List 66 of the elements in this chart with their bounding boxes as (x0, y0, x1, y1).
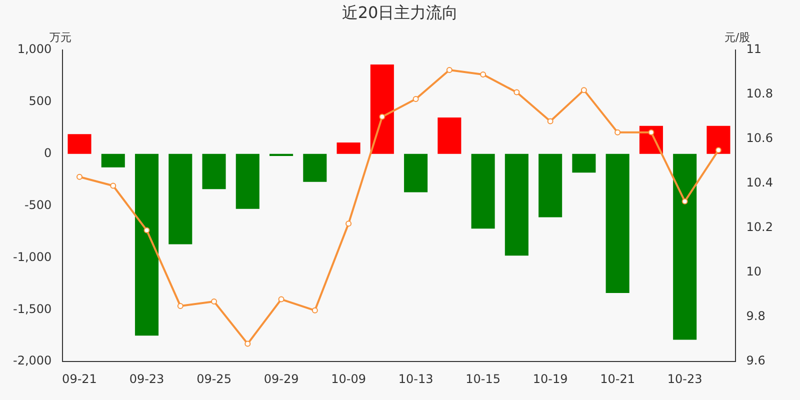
point (648, 129, 654, 136)
point (278, 296, 284, 302)
y-tick-label: 1,000 (17, 42, 52, 56)
point (244, 340, 251, 347)
bar (370, 64, 394, 154)
x-tick-label: 09-29 (264, 372, 299, 386)
point (144, 227, 150, 234)
y-tick-label: -2,000 (12, 354, 52, 368)
y2-tick-label: 10.8 (746, 86, 773, 101)
bar (303, 154, 327, 182)
bar (202, 154, 226, 190)
point (346, 220, 352, 227)
bar (236, 154, 260, 209)
bar (336, 142, 360, 154)
x-tick-label: 10-21 (600, 372, 636, 386)
bar (504, 154, 528, 256)
x-tick-label: 10-19 (532, 372, 568, 386)
bar (706, 126, 730, 154)
point (682, 198, 688, 204)
point (514, 89, 520, 96)
point (412, 96, 419, 102)
point (480, 71, 486, 78)
bar (606, 154, 630, 294)
bar (673, 154, 697, 340)
bar (471, 154, 495, 229)
y-tick-label: 0 (44, 146, 52, 160)
x-tick-label: 09-25 (196, 372, 232, 386)
point (715, 147, 722, 154)
y-tick-label: 500 (28, 94, 52, 108)
x-tick-label: 10-15 (466, 372, 500, 386)
y-tick-label: -500 (24, 198, 52, 212)
point (379, 114, 386, 120)
y2-tick-label: 10 (746, 264, 762, 279)
x-tick-label: 10-09 (331, 372, 366, 386)
point (211, 298, 218, 305)
y2-tick-label: 10.6 (746, 131, 773, 146)
bar (404, 154, 428, 192)
y2-axis-title: 元/股 (724, 30, 750, 44)
y-tick-label: -1,000 (12, 250, 52, 264)
bar (168, 154, 192, 244)
point (547, 118, 554, 124)
x-tick-label: 09-23 (129, 372, 164, 386)
point (580, 87, 587, 94)
point (76, 174, 82, 180)
point (446, 67, 452, 74)
y-axis-title: 万元 (50, 30, 72, 44)
y2-tick-label: 10.2 (746, 220, 773, 234)
x-tick-label: 10-23 (667, 372, 702, 386)
y2-tick-label: 11 (746, 42, 762, 56)
bar (68, 134, 92, 154)
x-tick-label: 09-21 (62, 372, 97, 386)
bar (134, 154, 159, 336)
point (312, 307, 318, 314)
bar (572, 154, 596, 173)
y2-tick-label: 10.4 (746, 176, 773, 190)
x-tick-label: 10-13 (398, 372, 434, 386)
bar (538, 154, 562, 218)
y2-tick-label: 9.8 (746, 309, 766, 324)
point (110, 182, 116, 189)
point (177, 302, 184, 309)
bar (101, 154, 125, 168)
point (614, 129, 621, 136)
y-tick-label: -1,500 (12, 302, 52, 316)
bar (438, 118, 462, 154)
y2-tick-label: 9.6 (746, 354, 766, 368)
chart-title: 近20日主力流向 (342, 3, 458, 22)
